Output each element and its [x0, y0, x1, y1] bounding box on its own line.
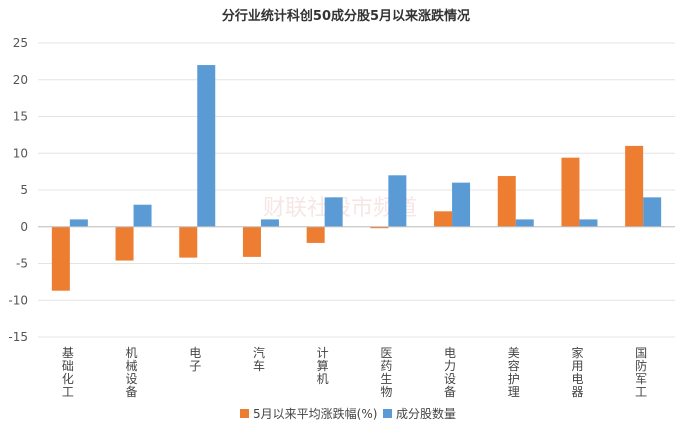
- x-tick-char: 工: [635, 385, 647, 399]
- y-tick-label: -10: [8, 293, 28, 307]
- y-tick-label: 0: [20, 220, 28, 234]
- change-bar-8: [561, 157, 580, 227]
- x-tick-label: 电子: [189, 346, 201, 373]
- x-tick-label: 医药生物: [380, 346, 392, 399]
- bars: [51, 65, 662, 291]
- x-tick-label: 电力设备: [444, 346, 456, 399]
- legend-swatch-0: [240, 409, 249, 418]
- y-tick-label: -5: [16, 257, 28, 271]
- x-tick-char: 国: [635, 346, 647, 360]
- legend-swatch-1: [383, 409, 392, 418]
- change-bar-6: [434, 211, 453, 227]
- x-tick-char: 备: [126, 385, 138, 399]
- x-tick-char: 设: [444, 372, 456, 386]
- x-tick-char: 基: [62, 346, 74, 360]
- x-tick-char: 防: [635, 358, 647, 373]
- x-tick-label: 计算机: [317, 346, 329, 386]
- change-bar-1: [115, 226, 134, 261]
- x-tick-char: 器: [571, 385, 583, 399]
- count-bar-1: [133, 204, 152, 227]
- y-axis-ticks: -15 -10 -5 0 5 10 15 20 25: [8, 36, 28, 344]
- change-bar-9: [625, 145, 644, 227]
- y-tick-label: 15: [13, 110, 28, 124]
- count-bar-8: [579, 219, 598, 227]
- count-bar-2: [197, 65, 216, 227]
- x-tick-char: 汽: [253, 345, 265, 360]
- x-tick-char: 容: [508, 358, 520, 373]
- x-tick-char: 计: [317, 346, 329, 360]
- x-tick-label: 汽车: [253, 345, 265, 373]
- x-tick-label: 美容护理: [508, 346, 520, 399]
- x-tick-char: 电: [571, 372, 583, 386]
- x-tick-char: 医: [380, 346, 392, 360]
- x-tick-char: 车: [253, 358, 265, 373]
- x-tick-char: 药: [380, 359, 392, 373]
- x-tick-char: 护: [508, 372, 520, 386]
- x-tick-char: 理: [508, 385, 520, 399]
- x-tick-label: 机械设备: [126, 346, 138, 399]
- x-tick-char: 军: [635, 372, 647, 386]
- x-tick-char: 化: [62, 372, 74, 386]
- count-bar-9: [643, 197, 662, 227]
- x-tick-char: 算: [317, 358, 329, 373]
- x-tick-char: 力: [444, 359, 456, 373]
- x-tick-char: 础: [62, 359, 74, 373]
- x-tick-label: 国防军工: [635, 346, 647, 399]
- count-bar-3: [260, 219, 279, 227]
- x-tick-char: 械: [126, 358, 138, 373]
- x-tick-char: 电: [189, 346, 201, 360]
- y-tick-label: 5: [20, 183, 28, 197]
- change-bar-5: [370, 226, 389, 229]
- y-tick-label: 10: [13, 146, 28, 160]
- chart-title: 分行业统计科创50成分股5月以来涨跌情况: [222, 8, 470, 24]
- count-bar-6: [452, 182, 471, 227]
- change-bar-0: [51, 226, 70, 291]
- x-tick-char: 备: [444, 385, 456, 399]
- legend: 5月以来平均涨跌幅(%) 成分股数量: [240, 406, 456, 421]
- x-tick-char: 工: [62, 385, 74, 399]
- x-tick-char: 用: [571, 359, 583, 373]
- count-bar-0: [69, 219, 88, 227]
- x-tick-char: 机: [126, 346, 138, 360]
- count-bar-7: [515, 219, 534, 227]
- x-tick-label: 家用电器: [571, 345, 583, 399]
- count-bar-4: [324, 197, 343, 227]
- legend-label-0: 5月以来平均涨跌幅(%): [253, 406, 377, 421]
- y-tick-label: 25: [13, 36, 28, 50]
- x-tick-char: 设: [126, 372, 138, 386]
- change-bar-7: [497, 176, 516, 227]
- count-bar-5: [388, 175, 407, 227]
- x-tick-char: 电: [444, 346, 456, 360]
- x-tick-label: 基础化工: [62, 346, 74, 399]
- x-tick-char: 子: [189, 359, 201, 373]
- x-tick-char: 生: [380, 372, 392, 386]
- y-tick-label: -15: [8, 330, 28, 344]
- change-bar-3: [242, 226, 261, 257]
- x-tick-char: 物: [380, 385, 392, 399]
- change-bar-4: [306, 226, 325, 243]
- change-bar-2: [179, 226, 198, 258]
- legend-label-1: 成分股数量: [396, 406, 456, 421]
- x-tick-char: 机: [317, 372, 329, 386]
- y-tick-label: 20: [13, 73, 28, 87]
- x-tick-char: 美: [508, 346, 520, 360]
- x-tick-char: 家: [571, 345, 583, 360]
